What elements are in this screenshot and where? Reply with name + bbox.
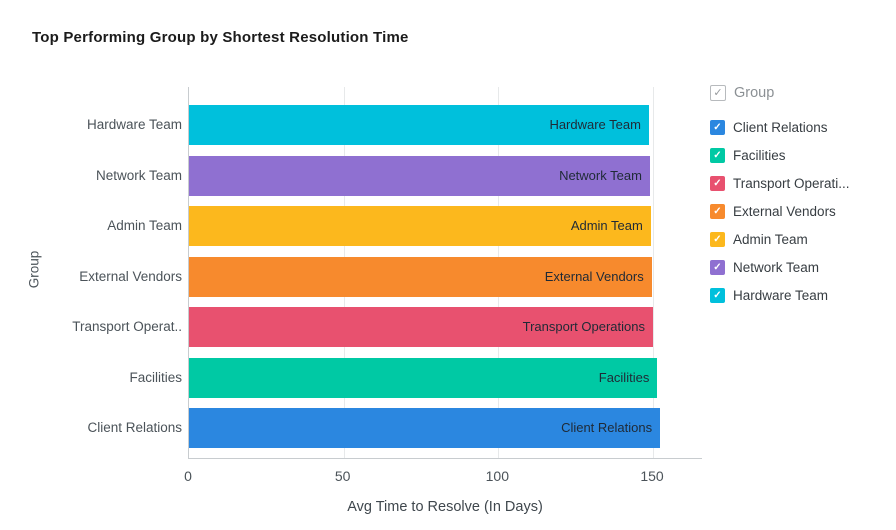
legend-header-label: Group bbox=[734, 85, 775, 101]
bar-facilities[interactable]: Facilities bbox=[189, 357, 658, 398]
legend-item-label: Network Team bbox=[733, 259, 820, 275]
y-axis-tick-label: Hardware Team bbox=[86, 117, 182, 132]
bar-value-label: Network Team bbox=[559, 167, 642, 183]
bar-value-label: Client Relations bbox=[561, 420, 653, 435]
legend-items: ✓ Client Relations ✓ Facilities ✓ Transport O… bbox=[710, 113, 890, 309]
legend-item-external-vendors[interactable]: ✓ External Vendors bbox=[710, 197, 890, 225]
checkbox-checked-icon[interactable]: ✓ bbox=[710, 175, 725, 191]
x-axis-tick-label: 50 bbox=[334, 468, 351, 484]
bar-network-team[interactable]: Network Team bbox=[189, 155, 650, 196]
checkbox-checked-icon[interactable]: ✓ bbox=[710, 287, 725, 303]
bar-value-label: External Vendors bbox=[544, 268, 644, 284]
checkbox-checked-icon[interactable]: ✓ bbox=[710, 231, 725, 247]
legend-item-label: Transport Operati... bbox=[733, 175, 850, 191]
legend: ✓ Group ✓ Client Relations ✓ Facilities ✓ Tra… bbox=[710, 82, 890, 309]
bar-external-vendors[interactable]: External Vendors bbox=[189, 256, 652, 297]
legend-item-facilities[interactable]: ✓ Facilities bbox=[710, 141, 890, 169]
legend-item-label: Hardware Team bbox=[733, 287, 829, 303]
chart-title: Top Performing Group by Shortest Resolut… bbox=[32, 29, 409, 46]
bar-value-label: Admin Team bbox=[570, 218, 643, 233]
legend-item-admin-team[interactable]: ✓ Admin Team bbox=[710, 225, 890, 253]
checkbox-checked-icon[interactable]: ✓ bbox=[710, 203, 725, 219]
legend-header[interactable]: ✓ Group bbox=[710, 82, 890, 104]
bar-transport-operations[interactable]: Transport Operations bbox=[189, 307, 653, 347]
legend-item-client-relations[interactable]: ✓ Client Relations bbox=[710, 113, 890, 141]
checkbox-checked-icon[interactable]: ✓ bbox=[710, 119, 725, 135]
x-axis-tick-label: 150 bbox=[640, 468, 664, 484]
bar-hardware-team[interactable]: Hardware Team bbox=[189, 105, 649, 145]
bar-client-relations[interactable]: Client Relations bbox=[189, 408, 661, 448]
bar-value-label: Hardware Team bbox=[549, 117, 641, 132]
legend-item-label: External Vendors bbox=[733, 203, 836, 219]
legend-item-label: Facilities bbox=[733, 147, 786, 163]
gridline bbox=[653, 87, 654, 458]
legend-item-hardware-team[interactable]: ✓ Hardware Team bbox=[710, 281, 890, 309]
bar-value-label: Facilities bbox=[598, 369, 650, 385]
legend-item-label: Admin Team bbox=[733, 231, 808, 247]
legend-item-transport-operati-[interactable]: ✓ Transport Operati... bbox=[710, 169, 890, 197]
bar-admin-team[interactable]: Admin Team bbox=[189, 206, 651, 246]
checkbox-checked-icon[interactable]: ✓ bbox=[710, 259, 725, 275]
y-axis-tick-label: Network Team bbox=[95, 167, 182, 183]
bar-value-label: Transport Operations bbox=[522, 319, 645, 334]
checkbox-checked-icon[interactable]: ✓ bbox=[710, 85, 726, 101]
legend-item-label: Client Relations bbox=[733, 119, 828, 135]
y-axis-tick-label: Client Relations bbox=[87, 420, 182, 435]
x-axis-title: Avg Time to Resolve (In Days) bbox=[347, 499, 543, 515]
legend-item-network-team[interactable]: ✓ Network Team bbox=[710, 253, 890, 281]
checkbox-checked-icon[interactable]: ✓ bbox=[710, 147, 725, 163]
y-axis-tick-label: Admin Team bbox=[107, 218, 182, 233]
plot-area: Hardware Team Network Team Admin Team Exter… bbox=[188, 87, 702, 459]
x-axis-tick-label: 100 bbox=[485, 468, 509, 484]
y-axis-tick-label: Facilities bbox=[129, 369, 182, 385]
y-axis-tick-label: External Vendors bbox=[79, 268, 182, 284]
x-axis-tick-label: 0 bbox=[184, 468, 192, 484]
y-axis-tick-label: Transport Operat.. bbox=[72, 319, 182, 334]
